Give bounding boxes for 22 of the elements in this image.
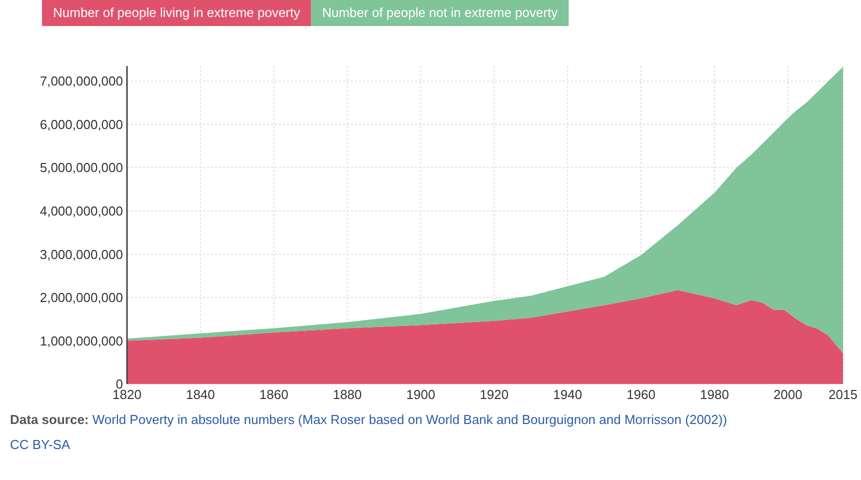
x-tick-label: 1880 xyxy=(332,387,362,402)
x-tick-label: 1940 xyxy=(553,387,582,402)
x-tick-label: 1960 xyxy=(626,387,656,402)
y-tick-label: 3,000,000,000 xyxy=(40,246,123,262)
text: Number of people living in extreme poverty xyxy=(53,5,301,20)
y-tick-label: 6,000,000,000 xyxy=(40,116,123,132)
source-note: Data source: World Poverty in absolute numbers (Max Roser based on World Bank and Bourguignon and Morrisson (2002)) xyxy=(10,412,728,427)
x-tick-label: 1860 xyxy=(259,387,288,402)
x-tick-label: 2015 xyxy=(828,387,858,402)
text: Number of people not in extreme poverty xyxy=(322,5,558,20)
x-tick-label: 2000 xyxy=(773,387,802,402)
y-tick-label: 1,000,000,000 xyxy=(40,333,123,348)
x-tick-label: 1900 xyxy=(406,387,436,402)
x-tick-label: 1980 xyxy=(700,387,729,402)
x-tick-label: 1840 xyxy=(186,387,215,402)
y-tick-label: 2,000,000,000 xyxy=(40,290,123,306)
x-tick-label: 1920 xyxy=(480,387,509,402)
y-tick-label: 4,000,000,000 xyxy=(40,203,123,218)
y-tick-label: 5,000,000,000 xyxy=(40,160,123,176)
x-tick-label: 1820 xyxy=(112,387,142,402)
y-tick-label: 7,000,000,000 xyxy=(40,74,123,89)
text: CC BY-SA xyxy=(10,437,71,452)
